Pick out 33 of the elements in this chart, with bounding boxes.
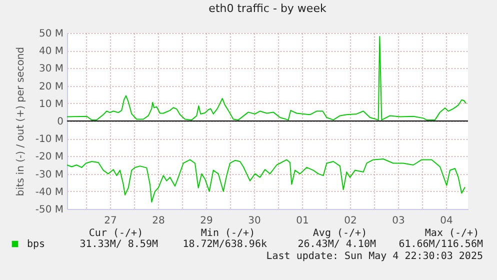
y-tick-label: -30 M [35, 169, 64, 180]
text: Min (-/+) [200, 228, 256, 239]
y-tick-label: 40 M [38, 46, 64, 58]
x-tick-label: 04 [440, 216, 453, 226]
x-tick-label: 28 [152, 216, 165, 226]
line-series [66, 158, 466, 202]
text: Max (-/+) [424, 228, 480, 239]
legend-label: bps [27, 239, 46, 250]
y-tick-label: -20 M [35, 152, 64, 163]
y-tick-label: 20 M [38, 81, 64, 92]
y-tick-label: 0 [57, 116, 64, 128]
y-tick-label: -10 M [35, 134, 64, 146]
y-tick-label: 10 M [38, 98, 64, 110]
line-series [66, 36, 466, 120]
y-tick-label: -50 M [35, 204, 64, 216]
text: Cur (-/+) [88, 228, 144, 239]
y-tick-label: 50 M [38, 28, 64, 40]
x-tick-label: 30 [248, 216, 261, 226]
text: Last update: Sun May 4 22:30:03 2025 [266, 251, 483, 262]
x-tick-label: 27 [104, 216, 117, 226]
text: 26.43M/ 4.10M [298, 239, 376, 250]
text: 31.33M/ 8.59M [80, 239, 158, 250]
text: 61.66M/116.56M [398, 239, 483, 250]
chart-title: eth0 traffic - by week [208, 2, 327, 15]
x-tick-label: 01 [296, 216, 309, 226]
text: 18.72M/638.96k [182, 239, 267, 250]
x-tick-label: 03 [392, 216, 405, 226]
x-tick-label: 29 [200, 216, 213, 226]
y-tick-label: 30 M [38, 64, 64, 75]
y-tick-label: -40 M [35, 186, 64, 198]
x-tick-label: 02 [344, 216, 357, 226]
text: Avg (-/+) [312, 228, 368, 239]
y-axis-title: bits in (-) / out (+) per second [15, 46, 26, 196]
